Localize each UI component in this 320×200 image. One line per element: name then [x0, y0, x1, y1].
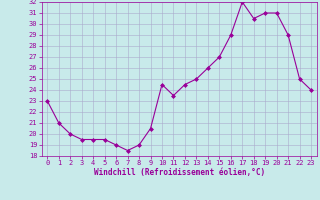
X-axis label: Windchill (Refroidissement éolien,°C): Windchill (Refroidissement éolien,°C) [94, 168, 265, 177]
